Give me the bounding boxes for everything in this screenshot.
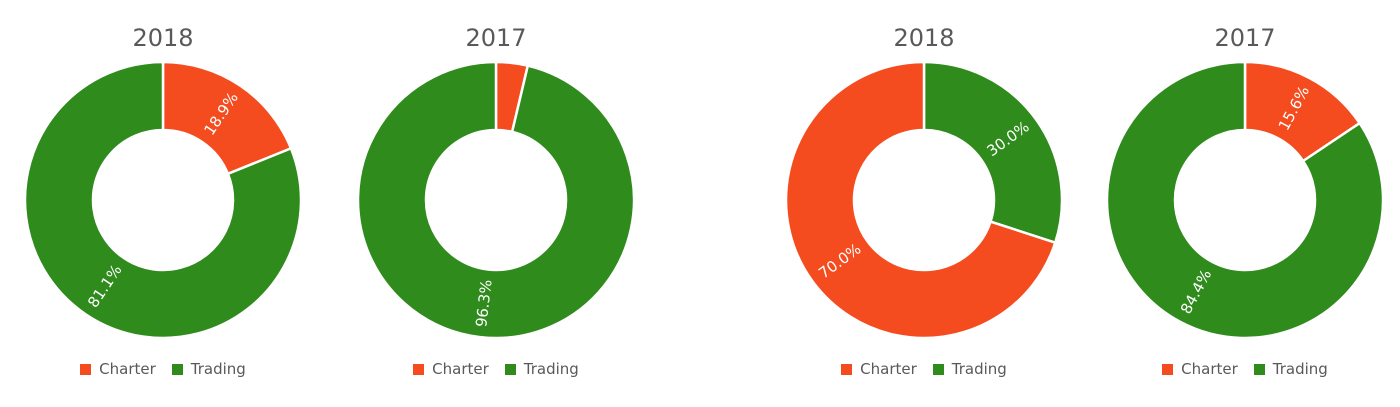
donut-svg: 30.0%70.0%	[784, 60, 1064, 340]
slice-charter	[161, 60, 293, 176]
donut-chart-1: 2018 18.9% 81.1% Charter Trading	[13, 0, 313, 407]
legend-item-trading: Trading	[171, 360, 246, 378]
legend-item-charter: Charter	[413, 360, 489, 378]
slice-trading	[356, 60, 636, 340]
legend-label: Trading	[951, 360, 1007, 378]
legend-swatch	[171, 363, 183, 375]
legend-swatch	[80, 363, 92, 375]
legend-item-charter: Charter	[80, 360, 156, 378]
legend-swatch	[932, 363, 944, 375]
chart-legend: Charter Trading	[346, 360, 646, 378]
chart-legend: Charter Trading	[774, 360, 1074, 378]
donut-chart-3: 2018 30.0% 70.0% Charter Trading	[774, 0, 1074, 407]
legend-label: Charter	[1181, 360, 1238, 378]
legend-item-trading: Trading	[1253, 360, 1328, 378]
legend-swatch	[413, 363, 425, 375]
chart-legend: Charter Trading	[1095, 360, 1395, 378]
chart-legend: Charter Trading	[13, 360, 313, 378]
legend-swatch	[1253, 363, 1265, 375]
legend-swatch	[1162, 363, 1174, 375]
slice-trading	[922, 60, 1064, 245]
donut-svg: 15.6%84.4%	[1105, 60, 1385, 340]
slice-label: 96.3%	[472, 279, 495, 328]
legend-label: Charter	[432, 360, 489, 378]
legend-label: Charter	[860, 360, 917, 378]
legend-swatch	[504, 363, 516, 375]
slice-trading	[23, 60, 303, 340]
donut-svg: 18.9%81.1%	[23, 60, 303, 340]
donut-chart-4: 2017 15.6% 84.4% Charter Trading	[1095, 0, 1395, 407]
donut-svg: 96.3%	[356, 60, 636, 340]
legend-label: Trading	[190, 360, 246, 378]
chart-title: 2018	[132, 24, 194, 52]
donut-chart-2: 2017 96.3% Charter Trading	[346, 0, 646, 407]
legend-label: Trading	[1272, 360, 1328, 378]
slice-trading	[1105, 60, 1385, 340]
legend-item-trading: Trading	[932, 360, 1007, 378]
legend-label: Charter	[99, 360, 156, 378]
chart-title: 2017	[465, 24, 527, 52]
chart-title: 2017	[1214, 24, 1276, 52]
slice-charter	[784, 60, 1057, 340]
chart-title: 2018	[893, 24, 955, 52]
legend-item-charter: Charter	[841, 360, 917, 378]
legend-item-trading: Trading	[504, 360, 579, 378]
legend-item-charter: Charter	[1162, 360, 1238, 378]
legend-swatch	[841, 363, 853, 375]
legend-label: Trading	[523, 360, 579, 378]
